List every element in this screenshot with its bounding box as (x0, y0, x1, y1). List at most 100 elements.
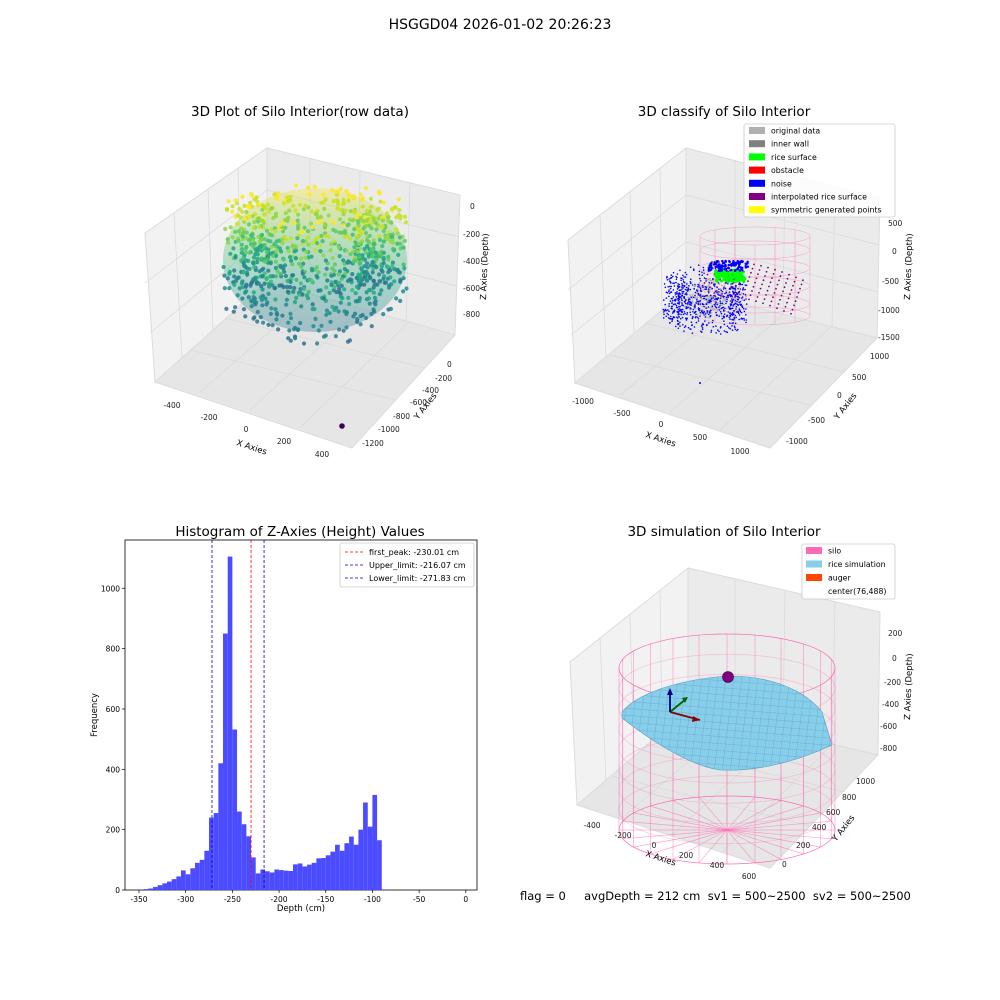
p1-point (284, 237, 289, 242)
p4-ztick: -400 (882, 700, 899, 709)
p1-point (334, 189, 339, 194)
p2-point-noise (703, 295, 706, 298)
p2-point-noise (689, 328, 691, 330)
p2-point-noise (723, 267, 726, 271)
p1-point (370, 253, 375, 258)
hist-bar (344, 843, 350, 890)
p1-point (264, 276, 269, 282)
p2-point-noise (664, 303, 666, 306)
p1-point (315, 235, 320, 240)
p1-point (315, 241, 320, 246)
p1-xtick: -200 (200, 413, 217, 422)
p1-point (376, 272, 382, 277)
hist-bar (274, 869, 280, 890)
p1-point (303, 203, 308, 208)
p2-point-noise (738, 282, 741, 284)
p2-point-original (712, 308, 715, 311)
p2-point-noise (714, 298, 716, 301)
p4-ztick: -200 (884, 678, 901, 687)
p1-point (386, 219, 391, 224)
p2-point-interp (772, 296, 774, 299)
p1-point (288, 285, 293, 290)
p2-point-noise (700, 296, 702, 298)
hist-bar (143, 889, 149, 890)
hist-ytick-label: 600 (106, 705, 121, 714)
p4-rice-mesh-line (736, 676, 752, 771)
p1-point (288, 316, 294, 321)
p1-point (373, 302, 378, 307)
p1-point (228, 251, 233, 256)
p2-point-interp (713, 294, 715, 297)
hist-xtick-label: -150 (317, 895, 334, 904)
hist-bar (185, 874, 191, 890)
p2-stray-noise-point (699, 382, 701, 384)
p4-x-label: X Axies (644, 849, 677, 868)
p4-rice-mesh-line (704, 676, 720, 771)
p2-point-noise (697, 318, 700, 320)
p2-point-noise (673, 310, 676, 313)
p1-point (366, 254, 371, 259)
p2-point-noise (732, 293, 735, 295)
p2-point-noise (730, 283, 732, 285)
hist-x-label: Depth (cm) (277, 904, 325, 914)
p4-silo-spoke (726, 800, 782, 831)
p2-point-noise (745, 266, 748, 269)
p2-legend-label: noise (771, 179, 792, 188)
p1-point (280, 265, 285, 270)
p2-point-noise (688, 285, 690, 287)
p1-point (364, 223, 369, 229)
p4-z-label: Z Axies (Depth) (903, 653, 915, 720)
p2-point-noise (697, 264, 700, 267)
p1-point (293, 183, 299, 188)
p2-point-noise (710, 300, 712, 303)
hist-bar (237, 811, 242, 890)
hist-bar (171, 879, 177, 890)
hist-bar (353, 844, 359, 890)
p2-point-noise (682, 280, 685, 283)
p2-point-rice (713, 274, 717, 277)
hist-ytick-label: 1000 (101, 584, 120, 593)
p1-point (329, 273, 334, 278)
p2-point-noise (680, 313, 682, 316)
p2-point-interp (779, 298, 781, 301)
p2-point-original (707, 296, 709, 298)
p4-silo-spoke (726, 812, 821, 831)
hist-bar (349, 836, 354, 890)
p1-point (323, 197, 328, 202)
p1-point (390, 263, 395, 269)
p2-point-noise (694, 294, 696, 297)
p1-point (398, 279, 403, 284)
p2-point-noise (677, 312, 680, 314)
p2-ytick: 0 (837, 391, 842, 400)
p1-point (363, 186, 368, 191)
p1-point (329, 242, 334, 247)
p2-point-noise (726, 314, 729, 317)
p2-point-noise (733, 319, 735, 321)
p2-point-noise (695, 313, 697, 316)
p2-point-interp (752, 285, 755, 288)
p2-point-noise (730, 313, 732, 316)
p1-point (314, 265, 319, 270)
p2-point-noise (745, 303, 748, 305)
p4-z-ticks: 200 0 -200 -400 -600 -800 (880, 629, 903, 753)
p2-point-noise (732, 305, 734, 307)
p2-point-noise (725, 291, 728, 294)
p1-point-cloud-haze (223, 188, 407, 332)
p1-point (268, 274, 273, 279)
p2-point-noise (718, 330, 720, 333)
p1-point (242, 203, 247, 208)
p1-point (241, 307, 247, 312)
p4-center-marker (722, 671, 734, 683)
p2-point-interp (796, 296, 798, 298)
p2-point-interp (784, 305, 787, 308)
p2-point-noise (677, 283, 679, 285)
p2-point-noise (723, 323, 726, 326)
p1-point (239, 246, 245, 252)
p2-point-noise (719, 300, 721, 302)
p1-point (402, 266, 407, 271)
p2-point-noise (699, 315, 701, 317)
p1-point (239, 226, 244, 231)
p1-point (263, 206, 268, 211)
p2-point-noise (676, 291, 678, 293)
p1-point (341, 258, 346, 263)
